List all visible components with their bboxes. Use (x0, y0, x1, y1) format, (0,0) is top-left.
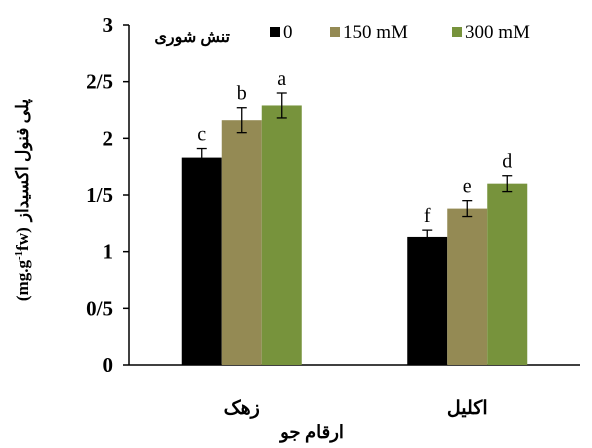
y-tick-label: 0 (103, 353, 114, 377)
y-tick-label: 0/5 (86, 296, 113, 320)
legend: تنش شوری 0 150 mM 300 mM (154, 22, 530, 47)
legend-swatch (330, 27, 340, 37)
y-axis-title-text: پلی فنول اکسیداز (13, 99, 33, 224)
bar (221, 120, 262, 365)
y-axis-title-unit-suffix: fw) (13, 227, 32, 251)
bar (181, 157, 222, 365)
significance-letter: a (277, 68, 286, 90)
x-axis-title: ارقام جو (278, 422, 344, 443)
significance-letter: b (237, 83, 247, 105)
legend-swatch (452, 27, 462, 37)
y-tick-label: 1/5 (86, 183, 113, 207)
significance-letter: e (463, 176, 472, 198)
bar (447, 208, 488, 365)
legend-label: 150 mM (343, 22, 408, 43)
legend-label: 0 (283, 22, 293, 43)
y-axis-title: (mg.g-1fw) پلی فنول اکسیداز (13, 99, 33, 302)
axes: 0 0/5 1 1/5 2 2/5 3 زهک اکلیل (86, 13, 580, 419)
y-axis-title-unit-sup: -1 (13, 251, 25, 260)
legend-label: 300 mM (465, 22, 530, 43)
y-tick-label: 1 (103, 240, 114, 264)
y-tick-label: 2 (103, 126, 114, 150)
significance-letter: d (502, 151, 512, 173)
legend-swatch (270, 27, 280, 37)
bars: c b a f e d (181, 68, 528, 365)
significance-letter: c (197, 124, 206, 146)
y-axis-title-unit-prefix: (mg.g (13, 260, 32, 302)
x-category-label: اکلیل (447, 398, 488, 419)
bar (261, 105, 302, 365)
x-category-label: زهک (224, 398, 260, 419)
y-tick-label: 3 (103, 13, 114, 37)
significance-letter: f (424, 205, 431, 227)
bar (487, 183, 528, 365)
bar (407, 236, 448, 365)
y-tick-label: 2/5 (86, 70, 113, 94)
legend-title: تنش شوری (154, 29, 230, 47)
